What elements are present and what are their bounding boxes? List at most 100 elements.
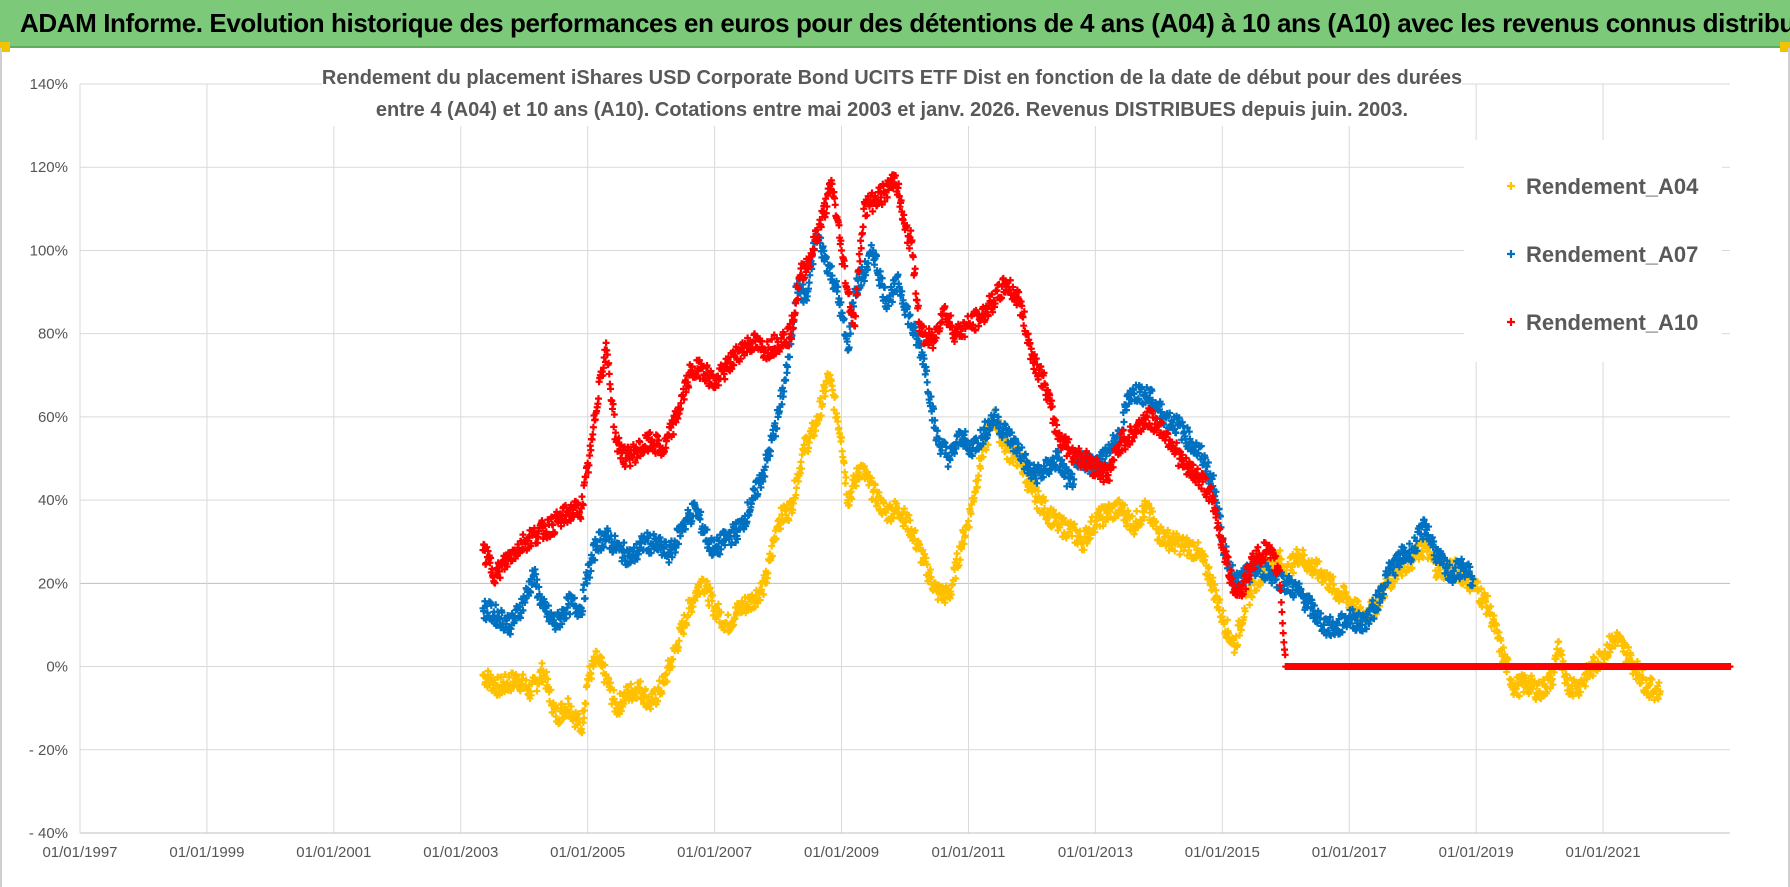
marker-Rendement_A04 [848, 495, 856, 503]
marker-Rendement_A04 [820, 383, 828, 391]
marker-Rendement_A04 [669, 655, 677, 663]
marker-Rendement_A04 [507, 687, 515, 695]
marker-Rendement_A04 [513, 672, 521, 680]
marker-Rendement_A04 [588, 675, 595, 683]
marker-Rendement_A04 [689, 603, 697, 611]
marker-Rendement_A04 [874, 500, 882, 508]
x-tick-label: 01/01/2019 [1439, 844, 1514, 861]
marker-Rendement_A04 [730, 621, 738, 629]
marker-Rendement_A04 [764, 569, 772, 577]
marker-Rendement_A04 [1086, 534, 1094, 542]
marker-Rendement_A04 [519, 671, 527, 679]
marker-Rendement_A04 [756, 596, 764, 604]
marker-Rendement_A04 [782, 511, 790, 519]
marker-Rendement_A04 [533, 687, 541, 695]
marker-Rendement_A04 [806, 434, 814, 442]
marker-Rendement_A04 [842, 473, 850, 481]
marker-Rendement_A04 [845, 501, 853, 509]
marker-Rendement_A04 [1039, 493, 1047, 501]
y-tick-label: 140% [30, 76, 68, 93]
marker-Rendement_A04 [705, 602, 713, 610]
marker-Rendement_A10 [911, 265, 919, 273]
marker-Rendement_A10 [1278, 608, 1286, 616]
corner-accent-right [1780, 42, 1790, 52]
marker-Rendement_A04 [819, 400, 826, 408]
marker-Rendement_A10 [589, 423, 597, 431]
data-point-Rendement_A10 [838, 246, 846, 254]
y-tick-label: 40% [38, 492, 68, 509]
marker-Rendement_A04 [876, 505, 884, 513]
marker-Rendement_A04 [923, 561, 931, 569]
marker-Rendement_A04 [684, 611, 692, 619]
marker-Rendement_A10 [605, 370, 613, 378]
marker-Rendement_A04 [1070, 520, 1078, 528]
marker-Rendement_A04 [817, 412, 825, 420]
marker-Rendement_A04 [971, 488, 979, 496]
marker-Rendement_A10 [1277, 598, 1285, 606]
y-axis: 140%120%100%80%60%40%20%0%- 20%- 40% [29, 76, 68, 842]
marker-Rendement_A04 [926, 566, 934, 574]
marker-Rendement_A04 [564, 695, 572, 703]
marker-Rendement_A04 [927, 573, 935, 581]
marker-Rendement_A04 [975, 472, 983, 480]
data-point-Rendement_A04 [964, 517, 972, 525]
marker-Rendement_A04 [792, 484, 800, 492]
report-header-bar: ADAM Informe. Evolution historique des p… [0, 0, 1790, 48]
marker-Rendement_A10 [721, 375, 729, 383]
marker-Rendement_A04 [982, 446, 990, 454]
marker-Rendement_A07 [782, 376, 790, 384]
marker-Rendement_A04 [674, 644, 682, 652]
marker-Rendement_A07 [783, 369, 791, 377]
marker-Rendement_A04 [979, 453, 987, 461]
marker-Rendement_A10 [1279, 629, 1287, 637]
marker-Rendement_A04 [847, 488, 855, 496]
marker-Rendement_A04 [960, 540, 968, 548]
chart-frame: 140% 120% 100% 80% 60% 40% 20% 0% - 20% - 40% 01/… [0, 48, 1790, 887]
x-tick-label: 01/01/2001 [296, 844, 371, 861]
y-tick-label: - 40% [29, 825, 68, 842]
marker-Rendement_A10 [589, 430, 597, 438]
marker-Rendement_A04 [580, 714, 588, 722]
marker-Rendement_A10 [1280, 638, 1288, 646]
marker-Rendement_A10 [859, 223, 867, 231]
marker-Rendement_A04 [798, 465, 806, 473]
marker-Rendement_A04 [973, 483, 981, 491]
marker-Rendement_A04 [952, 574, 960, 582]
marker-Rendement_A04 [841, 468, 849, 476]
marker-Rendement_A04 [680, 630, 688, 638]
marker-Rendement_A04 [792, 491, 800, 499]
marker-Rendement_A07 [1120, 418, 1128, 426]
marker-Rendement_A10 [912, 290, 920, 298]
marker-Rendement_A07 [944, 463, 952, 471]
marker-Rendement_A04 [1060, 514, 1068, 522]
marker-Rendement_A04 [546, 697, 554, 705]
marker-Rendement_A04 [610, 686, 618, 694]
x-tick-label: 01/01/1997 [42, 844, 117, 861]
report-title: ADAM Informe. Evolution historique des p… [20, 7, 1790, 38]
marker-Rendement_A04 [582, 700, 590, 708]
marker-Rendement_A10 [831, 201, 839, 209]
marker-Rendement_A04 [538, 659, 546, 667]
x-tick-label: 01/01/1999 [169, 844, 244, 861]
marker-Rendement_A04 [497, 673, 505, 681]
x-tick-label: 01/01/2007 [677, 844, 752, 861]
marker-Rendement_A04 [537, 666, 545, 674]
marker-Rendement_A04 [900, 505, 908, 513]
marker-Rendement_A04 [713, 604, 721, 612]
marker-Rendement_A04 [955, 561, 963, 569]
x-axis: 01/01/1997 01/01/1999 01/01/2001 01/01/2003… [42, 844, 1640, 861]
marker-Rendement_A10 [913, 296, 921, 304]
marker-Rendement_A04 [714, 613, 722, 621]
y-tick-label: 60% [38, 409, 68, 426]
marker-Rendement_A04 [946, 594, 954, 602]
marker-Rendement_A04 [675, 637, 683, 645]
marker-Rendement_A04 [758, 586, 766, 594]
marker-Rendement_A10 [1020, 322, 1028, 330]
marker-Rendement_A04 [1080, 546, 1088, 554]
marker-Rendement_A04 [501, 670, 509, 678]
marker-Rendement_A04 [941, 599, 949, 607]
marker-Rendement_A04 [1065, 528, 1073, 536]
marker-Rendement_A04 [578, 729, 586, 737]
marker-Rendement_A04 [583, 681, 591, 689]
marker-Rendement_A10 [856, 257, 864, 265]
